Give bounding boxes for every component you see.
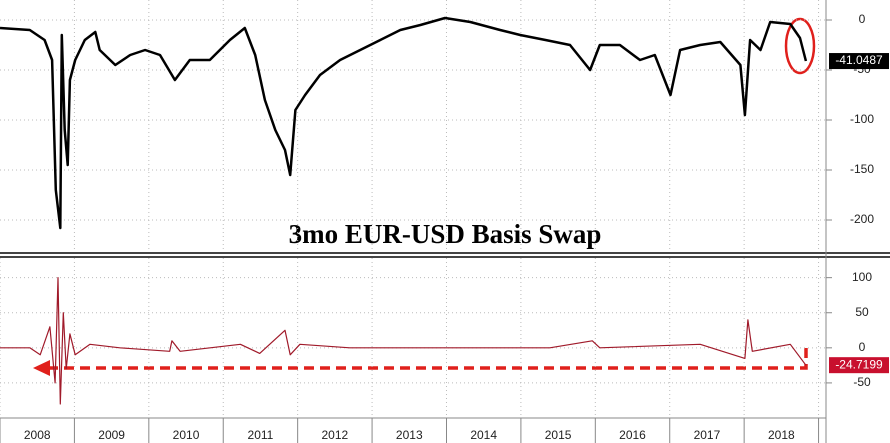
last-value-label: -41.0487 — [835, 53, 883, 67]
x-tick-label: 2013 — [396, 428, 423, 442]
last-value-label: -24.7199 — [835, 357, 883, 371]
y-tick-label: -150 — [850, 162, 874, 176]
chart-title: 3mo EUR-USD Basis Swap — [289, 219, 602, 249]
y-tick-label: -200 — [850, 212, 874, 226]
x-tick-label: 2008 — [24, 428, 51, 442]
x-tick-label: 2010 — [173, 428, 200, 442]
x-tick-label: 2017 — [694, 428, 721, 442]
y-tick-label: -50 — [853, 375, 871, 389]
dashed-arrow — [45, 348, 808, 370]
y-tick-label: 100 — [852, 270, 872, 284]
x-tick-label: 2016 — [619, 428, 646, 442]
y-tick-label: -100 — [850, 112, 874, 126]
x-tick-label: 2018 — [768, 428, 795, 442]
x-tick-label: 2011 — [248, 428, 274, 442]
x-tick-label: 2009 — [98, 428, 125, 442]
data-line — [0, 16, 808, 230]
highlight-ellipse — [784, 17, 816, 75]
last-value-box — [829, 53, 889, 70]
x-tick-label: 2014 — [470, 428, 497, 442]
y-tick-label: 0 — [859, 340, 866, 354]
y-tick-label: 0 — [859, 12, 866, 26]
x-tick-label: 2012 — [322, 428, 349, 442]
last-value-box — [829, 357, 889, 374]
x-tick-label: 2015 — [545, 428, 572, 442]
arrow-head — [33, 360, 50, 376]
y-tick-label: 50 — [855, 305, 869, 319]
data-line — [0, 277, 807, 405]
